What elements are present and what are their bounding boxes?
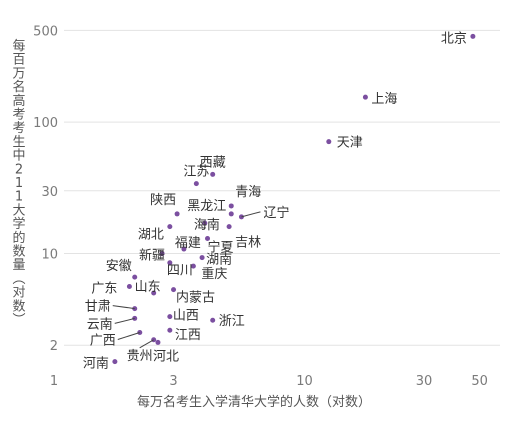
point-label: 广东 (91, 281, 117, 296)
point-label: 吉林 (235, 236, 261, 251)
point-label: 重庆 (201, 266, 227, 282)
point-label: 湖南 (206, 252, 232, 268)
point-北京 (470, 33, 476, 39)
point-吉林 (226, 224, 232, 230)
x-axis-title: 每万名考生入学清华大学的人数（对数） (137, 394, 371, 410)
point-安徽 (132, 274, 138, 280)
point-label: 黑龙江 (187, 199, 226, 214)
point-label: 广西 (90, 333, 116, 348)
x-tick-label: 3 (169, 374, 177, 389)
point-label: 新疆 (139, 247, 165, 263)
point-海南 (202, 220, 208, 226)
point-黑龙江 (228, 211, 234, 217)
point-label: 河南 (83, 356, 109, 372)
leader-line (241, 211, 261, 218)
point-label: 湖北 (138, 228, 164, 243)
y-axis-title: 每百万名高考考生中 2 1 1 大学的数量︵对数︶ (12, 38, 25, 328)
leader-line (117, 332, 140, 340)
point-label: 甘肃 (85, 300, 111, 315)
point-label: 安徽 (106, 259, 132, 274)
point-新疆 (159, 250, 165, 256)
point-四川 (167, 260, 173, 266)
x-tick-label: 1 (50, 374, 58, 389)
point-山西 (167, 314, 173, 320)
point-宁夏 (205, 235, 211, 241)
point-label: 江西 (175, 328, 201, 343)
point-青海 (228, 203, 234, 209)
grid-lines (64, 29, 500, 346)
x-axis-ticks: 1 3 10 30 50 (50, 374, 488, 389)
data-points (112, 33, 476, 365)
y-tick-label: 30 (41, 185, 58, 200)
point-湖南 (199, 255, 205, 261)
point-label: 辽宁 (263, 205, 289, 221)
point-河北 (155, 339, 161, 345)
point-label: 山西 (173, 309, 199, 324)
point-label: 宁夏 (208, 239, 234, 255)
point-福建 (181, 246, 187, 252)
point-label: 福建 (175, 236, 201, 251)
point-浙江 (210, 317, 216, 323)
point-河南 (112, 359, 118, 365)
point-江苏 (193, 181, 199, 187)
point-label: 西藏 (200, 155, 226, 170)
leader-lines (112, 211, 261, 349)
point-label: 浙江 (219, 314, 245, 329)
point-label: 云南 (87, 316, 113, 332)
point-内蒙古 (171, 287, 177, 293)
point-天津 (326, 139, 332, 145)
y-tick-label: 2 (50, 339, 58, 354)
point-label: 山东 (135, 280, 161, 295)
point-山东 (151, 290, 157, 296)
x-tick-label: 10 (296, 374, 313, 389)
point-label: 贵州 (127, 349, 153, 364)
y-tick-label: 10 (41, 247, 58, 262)
point-label: 青海 (235, 185, 261, 200)
point-西藏 (210, 171, 216, 177)
point-label: 内蒙古 (176, 290, 215, 306)
x-tick-label: 50 (471, 374, 488, 389)
point-陕西 (174, 211, 180, 217)
point-广东 (126, 283, 132, 289)
leader-line (114, 317, 135, 324)
y-axis-ticks: 2 10 30 100 500 (33, 24, 58, 354)
point-label: 天津 (337, 136, 363, 151)
x-tick-label: 30 (416, 374, 433, 389)
point-label: 四川 (167, 264, 193, 279)
point-label: 河北 (153, 349, 179, 364)
point-湖北 (167, 224, 173, 230)
leader-line (112, 305, 135, 310)
point-重庆 (190, 263, 196, 269)
point-江西 (167, 327, 173, 333)
y-tick-label: 100 (33, 116, 58, 131)
point-label: 江苏 (183, 164, 209, 180)
point-上海 (362, 94, 368, 100)
leader-line (139, 339, 154, 349)
point-label: 上海 (371, 92, 397, 107)
y-tick-label: 500 (33, 24, 58, 39)
point-label: 陕西 (150, 193, 176, 208)
point-label: 北京 (441, 31, 467, 46)
point-label: 海南 (194, 217, 220, 233)
